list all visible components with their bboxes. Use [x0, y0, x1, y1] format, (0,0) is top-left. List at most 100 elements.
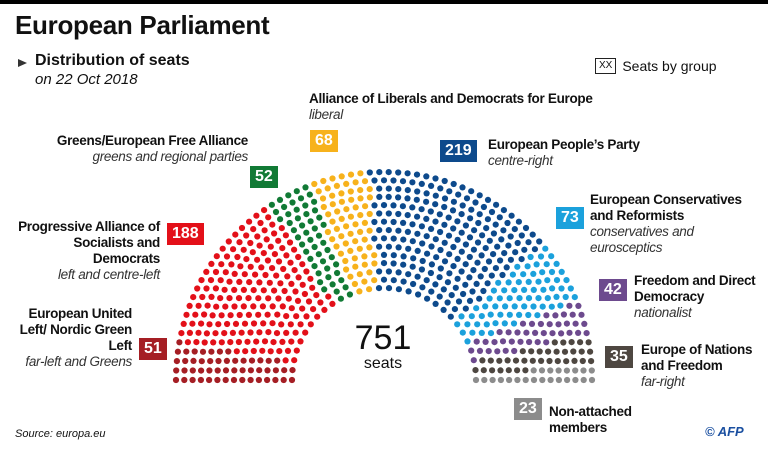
seat-dot	[181, 376, 188, 384]
seat-dot	[493, 201, 500, 208]
seat-dot	[315, 188, 322, 195]
seat-dot	[371, 235, 378, 242]
seat-dot	[483, 321, 490, 328]
seat-dot	[222, 303, 229, 310]
seat-dot	[418, 180, 425, 187]
seat-dot	[264, 376, 271, 384]
seat-dot	[516, 311, 523, 318]
seat-dot	[325, 293, 332, 300]
source: Source: europa.eu	[15, 428, 106, 440]
seat-dot	[489, 367, 496, 374]
seat-dot	[510, 320, 518, 327]
seat-dot	[575, 302, 582, 309]
seat-dot	[409, 204, 416, 211]
seat-dot	[210, 339, 217, 346]
seat-dot	[466, 297, 474, 304]
seat-dot	[329, 236, 336, 243]
seat-dot	[432, 201, 439, 208]
seat-dot	[478, 313, 485, 320]
seat-dot	[540, 330, 547, 337]
seat-dot	[248, 357, 256, 364]
seat-dot	[186, 302, 193, 309]
seat-dot	[283, 313, 290, 320]
seat-dot	[246, 279, 253, 286]
seat-dot	[222, 376, 229, 384]
seat-dot	[549, 285, 556, 292]
seat-dot	[483, 225, 490, 232]
seat-dot	[436, 293, 443, 300]
seat-dot	[338, 233, 345, 240]
seat-dot	[250, 347, 257, 355]
seat-dot	[515, 218, 523, 225]
seat-dot	[376, 268, 383, 275]
seat-dot	[357, 187, 364, 194]
seat-dot	[515, 279, 522, 286]
seat-dot	[409, 179, 416, 186]
seat-dot	[511, 303, 518, 310]
seat-dot	[260, 320, 267, 327]
seat-dot	[404, 170, 411, 177]
seat-dot	[555, 367, 562, 374]
seat-dot	[414, 247, 421, 254]
seat-dot	[289, 367, 296, 374]
seat-dot	[490, 287, 497, 294]
seat-dot	[518, 256, 525, 263]
seat-dot	[470, 267, 477, 274]
seat-dot	[236, 311, 243, 319]
seat-dot	[277, 216, 284, 223]
seat-dot	[492, 320, 499, 327]
seat-dot	[464, 321, 471, 328]
seat-dot	[522, 224, 530, 232]
seat-dot	[329, 300, 336, 307]
seat-dot	[235, 338, 242, 346]
seat-dot	[292, 288, 299, 295]
seat-dot	[546, 357, 553, 365]
seat-dot	[553, 277, 561, 284]
seat-dot	[224, 320, 231, 328]
seat-dot	[307, 236, 314, 243]
seat-dot	[231, 367, 238, 374]
group-name: Non-attached members	[549, 404, 632, 435]
seat-dot	[578, 311, 585, 318]
seat-dot	[338, 198, 345, 205]
seat-dot	[487, 330, 495, 337]
seat-dot	[357, 170, 364, 177]
legend-box: XX	[595, 58, 617, 74]
seat-dot	[268, 201, 275, 208]
seat-dot	[371, 218, 378, 226]
seat-dot	[428, 288, 435, 295]
seat-dot	[454, 218, 461, 225]
seat-dot	[225, 348, 232, 355]
seat-dot	[329, 218, 336, 225]
seat-dot	[310, 306, 317, 313]
seat-dot	[413, 196, 420, 203]
seat-dot	[376, 193, 383, 200]
seat-dot	[265, 329, 272, 336]
seat-dot	[230, 376, 238, 384]
seat-dot	[285, 295, 292, 302]
seat-dot	[218, 261, 225, 268]
seat-dot	[217, 295, 224, 302]
seat-dot	[253, 338, 260, 345]
seat-dot	[539, 269, 546, 276]
seat-dot	[410, 280, 417, 288]
seat-dot	[247, 367, 254, 374]
seat-dot	[423, 198, 430, 205]
seat-dot	[223, 357, 230, 364]
seat-dot	[325, 211, 332, 218]
seat-dot	[267, 243, 274, 250]
seat-dot	[293, 206, 300, 213]
seat-dot	[351, 255, 358, 262]
seat-dot	[400, 236, 407, 243]
legend-label: Seats by group	[622, 58, 717, 74]
seat-dot	[524, 263, 531, 270]
seat-dot	[232, 357, 239, 364]
seat-dot	[578, 348, 585, 355]
seat-dot	[455, 298, 463, 305]
seat-dot	[521, 357, 528, 364]
seat-dot	[427, 208, 434, 215]
seat-dot	[361, 219, 368, 226]
seat-dot	[505, 242, 512, 249]
seat-dot	[193, 339, 200, 346]
seat-dot	[419, 257, 426, 265]
